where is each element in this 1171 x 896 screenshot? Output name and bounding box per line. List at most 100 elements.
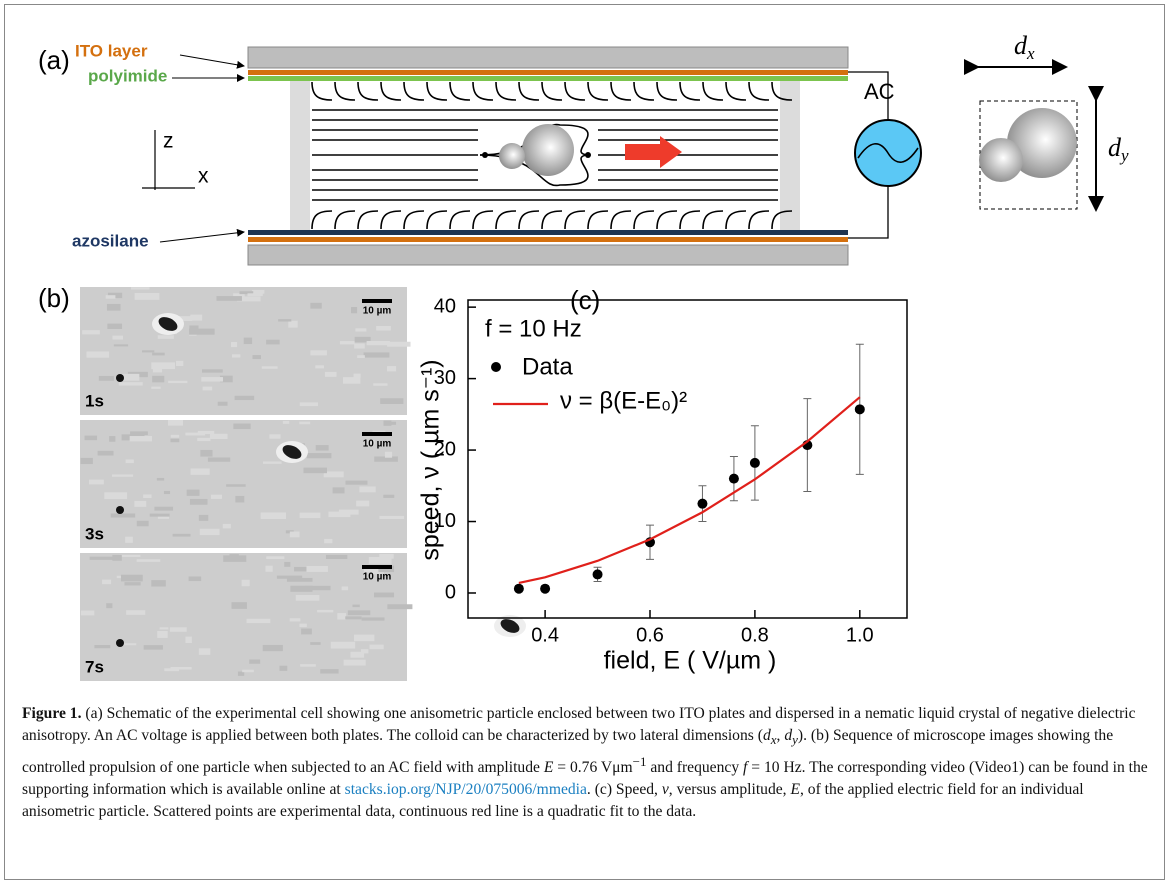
director bbox=[726, 211, 746, 229]
director bbox=[335, 82, 355, 100]
time-label: 7s bbox=[85, 657, 104, 676]
caption-text: v bbox=[662, 781, 669, 798]
texture bbox=[266, 340, 280, 345]
figure-panels: (a) AC ITO layer polyimide azosilane z x… bbox=[0, 0, 1171, 700]
scale-label: 10 µm bbox=[363, 439, 392, 450]
director bbox=[726, 82, 746, 100]
texture bbox=[151, 362, 175, 369]
texture bbox=[218, 402, 228, 406]
texture bbox=[247, 619, 271, 623]
director bbox=[473, 82, 493, 100]
texture bbox=[301, 629, 312, 635]
texture bbox=[355, 328, 366, 331]
texture bbox=[290, 618, 301, 621]
texture bbox=[158, 335, 174, 339]
director bbox=[703, 211, 723, 229]
texture bbox=[307, 453, 332, 458]
director bbox=[657, 211, 677, 229]
texture bbox=[316, 445, 329, 451]
texture bbox=[137, 521, 149, 527]
texture bbox=[300, 513, 321, 518]
director bbox=[358, 211, 378, 229]
director bbox=[565, 211, 585, 229]
texture bbox=[357, 355, 365, 358]
texture bbox=[383, 421, 391, 426]
texture bbox=[354, 635, 374, 642]
texture bbox=[364, 352, 390, 357]
director bbox=[427, 211, 447, 229]
texture bbox=[342, 587, 348, 591]
texture bbox=[90, 557, 115, 560]
texture bbox=[249, 660, 260, 664]
texture bbox=[263, 645, 283, 651]
texture bbox=[125, 537, 133, 543]
texture bbox=[123, 643, 136, 645]
chart: (c) f = 10 Hz field, E ( V/µm ) speed, ν… bbox=[417, 285, 907, 675]
data-point bbox=[697, 499, 707, 509]
director bbox=[703, 82, 723, 100]
director bbox=[611, 82, 631, 100]
particle bbox=[116, 506, 124, 514]
texture bbox=[331, 642, 355, 649]
texture bbox=[252, 355, 260, 359]
dy-label: dy bbox=[1108, 133, 1129, 165]
data-point bbox=[750, 458, 760, 468]
x-tick-label: 0.4 bbox=[531, 624, 559, 646]
texture bbox=[333, 487, 345, 493]
texture bbox=[199, 515, 208, 521]
texture bbox=[98, 451, 114, 456]
texture bbox=[107, 324, 122, 329]
scale-bar bbox=[362, 432, 392, 436]
texture bbox=[122, 374, 140, 381]
texture bbox=[121, 575, 143, 582]
texture bbox=[248, 293, 263, 296]
texture bbox=[300, 664, 316, 667]
director bbox=[335, 211, 355, 229]
caption-text: d bbox=[763, 727, 771, 744]
texture bbox=[185, 637, 191, 643]
texture bbox=[81, 458, 93, 464]
texture bbox=[354, 374, 361, 378]
texture bbox=[354, 343, 365, 348]
texture bbox=[190, 499, 208, 505]
director bbox=[680, 82, 700, 100]
texture bbox=[278, 319, 291, 321]
y-tick-label: 10 bbox=[434, 510, 456, 532]
texture bbox=[164, 668, 179, 671]
texture bbox=[85, 436, 98, 441]
texture bbox=[387, 604, 412, 609]
data-point bbox=[540, 584, 550, 594]
texture bbox=[343, 377, 360, 384]
texture bbox=[189, 577, 202, 582]
data-point bbox=[729, 474, 739, 484]
texture bbox=[337, 613, 346, 619]
y-tick-label: 0 bbox=[445, 581, 456, 603]
caption-link[interactable]: stacks.iop.org/NJP/20/075006/mmedia bbox=[345, 781, 587, 798]
texture bbox=[310, 303, 321, 309]
texture bbox=[352, 605, 359, 608]
texture bbox=[157, 478, 164, 481]
director bbox=[312, 82, 332, 100]
texture bbox=[320, 669, 338, 673]
texture bbox=[134, 501, 146, 507]
ito-label: ITO layer bbox=[75, 41, 148, 60]
texture bbox=[210, 434, 228, 439]
texture bbox=[290, 586, 312, 592]
schematic: (a) AC ITO layer polyimide azosilane z x… bbox=[38, 31, 1129, 265]
texture bbox=[279, 666, 287, 671]
texture bbox=[361, 649, 368, 653]
texture bbox=[235, 396, 255, 400]
dx-label: dx bbox=[1014, 31, 1035, 63]
texture bbox=[170, 627, 187, 631]
director bbox=[680, 211, 700, 229]
texture bbox=[374, 593, 394, 598]
caption-text: = 0.76 Vμm bbox=[553, 759, 632, 776]
texture bbox=[143, 494, 151, 498]
texture bbox=[263, 461, 282, 463]
texture bbox=[232, 602, 247, 609]
texture bbox=[202, 369, 223, 372]
texture bbox=[187, 490, 200, 496]
texture bbox=[126, 610, 145, 615]
caption-text: −1 bbox=[633, 754, 647, 769]
texture bbox=[299, 422, 310, 425]
